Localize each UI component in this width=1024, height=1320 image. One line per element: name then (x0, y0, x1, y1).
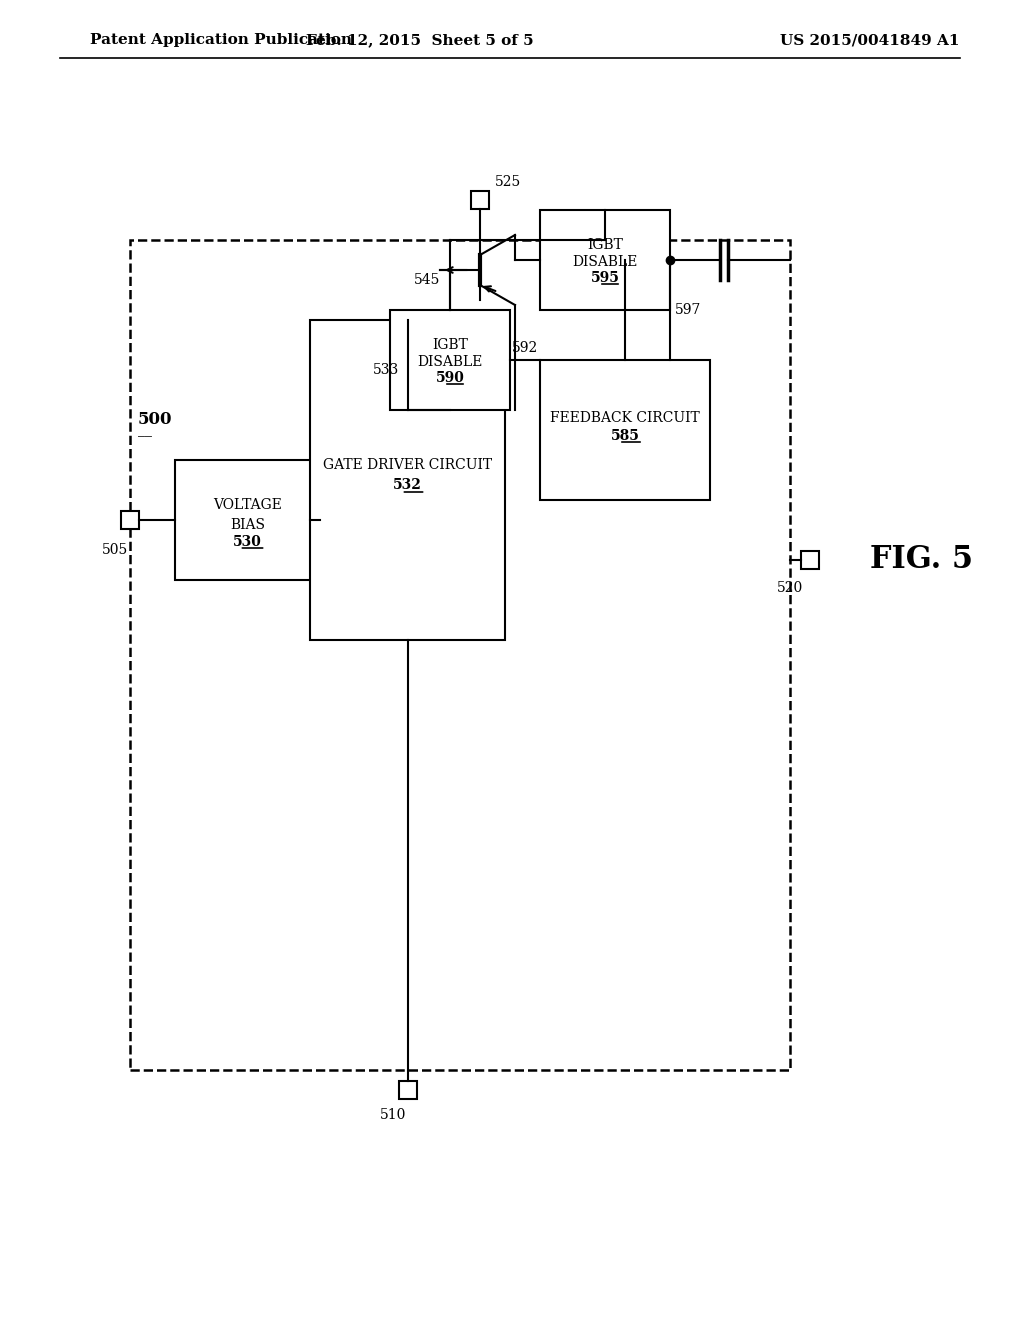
Text: 520: 520 (777, 581, 803, 595)
Text: 590: 590 (435, 371, 465, 385)
Text: 510: 510 (380, 1107, 406, 1122)
Text: __: __ (138, 422, 152, 437)
Bar (801, 550, 819, 569)
Bar (471, 191, 489, 209)
Text: 532: 532 (393, 478, 422, 492)
Text: 525: 525 (495, 176, 521, 189)
Text: 533: 533 (374, 363, 399, 378)
Text: 545: 545 (414, 273, 440, 286)
Text: 500: 500 (138, 412, 172, 429)
Text: IGBT: IGBT (587, 238, 623, 252)
Text: DISABLE: DISABLE (572, 255, 638, 269)
Text: 530: 530 (233, 535, 262, 549)
Text: 595: 595 (591, 271, 620, 285)
Text: BIAS: BIAS (230, 517, 265, 532)
Text: GATE DRIVER CIRCUIT: GATE DRIVER CIRCUIT (323, 458, 493, 473)
Text: 505: 505 (102, 543, 128, 557)
Text: 592: 592 (512, 341, 539, 355)
Bar (398, 1081, 417, 1100)
Text: Feb. 12, 2015  Sheet 5 of 5: Feb. 12, 2015 Sheet 5 of 5 (306, 33, 534, 48)
Text: Patent Application Publication: Patent Application Publication (90, 33, 352, 48)
Text: IGBT: IGBT (432, 338, 468, 352)
Bar (310, 319, 505, 640)
Text: US 2015/0041849 A1: US 2015/0041849 A1 (780, 33, 959, 48)
Text: VOLTAGE: VOLTAGE (213, 498, 282, 512)
Bar (390, 310, 510, 411)
Bar (130, 240, 790, 1071)
Text: 597: 597 (675, 304, 701, 317)
Text: FEEDBACK CIRCUIT: FEEDBACK CIRCUIT (550, 411, 699, 425)
Bar (121, 511, 139, 529)
Text: DISABLE: DISABLE (418, 355, 482, 370)
Bar (175, 459, 319, 579)
Text: FIG. 5: FIG. 5 (870, 544, 973, 576)
Bar (540, 360, 710, 500)
Text: 585: 585 (610, 429, 639, 444)
Bar (540, 210, 670, 310)
